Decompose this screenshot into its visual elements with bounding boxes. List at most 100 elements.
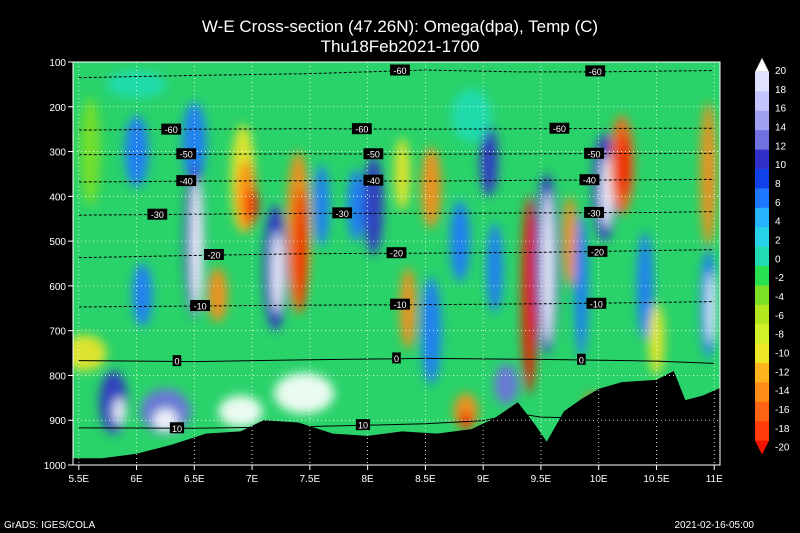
colorbar-swatch — [755, 149, 769, 170]
x-tick-label: 6E — [130, 474, 143, 485]
colorbar-swatch — [755, 91, 769, 112]
contour-label: -10 — [590, 299, 603, 309]
y-tick-label: 1000 — [44, 461, 67, 472]
y-tick-label: 800 — [49, 371, 66, 382]
omega-field-patch — [218, 395, 263, 428]
contour-label-bg — [386, 247, 407, 259]
colorbar-label: 2 — [775, 235, 781, 246]
x-tick-label: 7E — [246, 474, 259, 485]
contour-label: -40 — [367, 176, 380, 186]
x-tick-label: 9.5E — [531, 474, 552, 485]
colorbar-label: -12 — [775, 367, 790, 378]
colorbar-swatch — [755, 382, 769, 403]
colorbar-label: 4 — [775, 217, 781, 228]
contour-label-bg — [147, 208, 168, 220]
colorbar-label: 18 — [775, 85, 787, 96]
colorbar-swatch — [755, 110, 769, 131]
contour-label-bg — [587, 245, 608, 257]
colorbar-label: 14 — [775, 122, 787, 133]
colorbar-swatch — [755, 421, 769, 442]
x-tick-label: 9E — [477, 474, 490, 485]
colorbar-label: -10 — [775, 348, 790, 359]
x-tick-label: 8E — [361, 474, 374, 485]
colorbar-label: 6 — [775, 198, 781, 209]
colorbar-swatch — [755, 207, 769, 228]
colorbar-swatch — [755, 227, 769, 248]
contour-label-bg — [190, 300, 210, 312]
contour-label: -50 — [180, 150, 193, 160]
omega-field-patch — [421, 276, 442, 385]
chart-subtitle: Thu18Feb2021-1700 — [320, 37, 480, 56]
x-tick-label: 5.5E — [68, 474, 89, 485]
contour-label: -60 — [165, 125, 178, 135]
contour-label-bg — [392, 352, 401, 364]
colorbar-swatch — [755, 72, 769, 92]
colorbar-label: -20 — [775, 443, 790, 454]
omega-field-patch — [706, 272, 715, 345]
colorbar-swatch — [755, 401, 769, 422]
colorbar-swatch — [755, 188, 769, 209]
contour-label-bg — [584, 147, 604, 159]
footer-credit: GrADS: IGES/COLA — [4, 520, 96, 531]
contour-label-bg — [577, 353, 586, 365]
contour-label-bg — [332, 207, 353, 219]
colorbar-label: -8 — [775, 330, 784, 341]
contour-label-bg — [351, 123, 372, 135]
y-tick-label: 200 — [49, 103, 66, 114]
x-tick-label: 10.5E — [643, 474, 669, 485]
colorbar-swatch — [755, 285, 769, 306]
contour-label: 0 — [394, 354, 399, 364]
colorbar-label: -18 — [775, 424, 790, 435]
x-tick-label: 6.5E — [184, 474, 205, 485]
contour-label: -40 — [583, 176, 596, 186]
contour-label: 0 — [579, 355, 584, 365]
omega-field-patch — [271, 231, 284, 313]
omega-field-patch — [246, 187, 259, 224]
contour-label-bg — [363, 174, 384, 186]
contour-label-bg — [363, 148, 384, 160]
contour-label-bg — [161, 123, 182, 135]
omega-field-patch — [113, 397, 126, 425]
plot-frame — [72, 61, 721, 466]
y-tick-label: 300 — [49, 148, 66, 159]
omega-field-patch — [124, 115, 149, 188]
contour-label: -30 — [151, 210, 164, 220]
omega-field-patch — [479, 124, 498, 197]
contour-label: -10 — [194, 302, 207, 312]
omega-field-patch — [450, 200, 471, 282]
omega-field-patch — [363, 155, 384, 255]
omega-field-patch — [618, 133, 631, 197]
chart-title: W-E Cross-section (47.26N): Omega(dpa), … — [201, 17, 599, 36]
omega-field-patch — [80, 97, 101, 206]
colorbar-swatch — [755, 304, 769, 325]
contour-label-bg — [204, 248, 224, 260]
colorbar-swatch — [755, 266, 769, 286]
colorbar-bottom-arrow — [755, 440, 769, 455]
contour-label-bg — [584, 206, 604, 218]
contour-label-bg — [176, 175, 197, 187]
contour-label: 0 — [174, 357, 179, 367]
y-tick-label: 700 — [49, 327, 66, 338]
omega-field-patch — [494, 364, 519, 405]
colorbar-swatch — [755, 169, 769, 189]
colorbar-top-arrow — [754, 57, 770, 73]
contour-label: -30 — [588, 208, 601, 218]
contour-label-bg — [390, 298, 410, 310]
contour-label: -50 — [588, 149, 601, 159]
contour-label-bg — [172, 355, 182, 367]
x-tick-label: 10E — [590, 474, 608, 485]
colorbar-label: -2 — [775, 273, 784, 284]
colorbar-swatch — [755, 324, 769, 345]
colorbar-swatch — [755, 343, 769, 364]
omega-field-patch — [73, 335, 107, 372]
contour-label: -60 — [553, 124, 566, 134]
contour-label-bg — [585, 65, 606, 77]
omega-field-patch — [394, 137, 411, 210]
contour-label-bg — [549, 122, 570, 134]
omega-field-patch — [132, 263, 153, 327]
omega-field-patch — [636, 231, 653, 340]
colorbar-label: 8 — [775, 179, 781, 190]
omega-field-patch — [486, 222, 503, 313]
x-tick-label: 7.5E — [300, 474, 321, 485]
contour-label: 10 — [358, 421, 368, 431]
